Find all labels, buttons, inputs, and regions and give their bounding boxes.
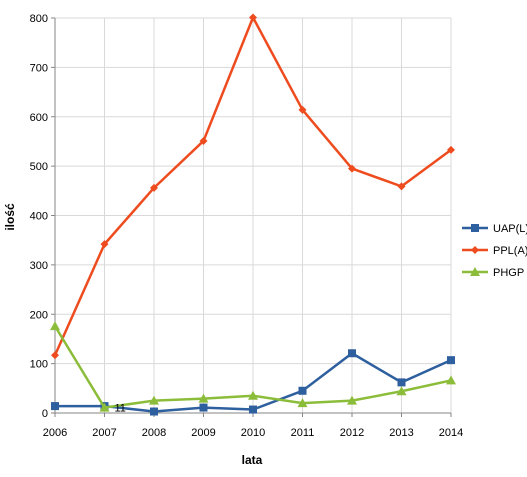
y-tick-label: 400	[30, 211, 48, 223]
data-point-phgp	[446, 375, 456, 385]
legend-swatch-marker	[471, 224, 479, 232]
y-tick-label: 600	[30, 112, 48, 124]
gridlines	[55, 17, 452, 413]
data-point-uap-l	[397, 378, 406, 387]
data-point-uap-l	[150, 407, 158, 416]
data-point-ppl-a	[447, 145, 455, 154]
data-point-uap-l	[348, 349, 356, 358]
x-tick-label: 2011	[291, 427, 315, 439]
y-tick-label: 0	[42, 408, 48, 420]
data-point-phgp	[396, 386, 407, 396]
axes: 0 100 200 300 400 500 600 700 800 2006 2007 2008 200…	[30, 13, 464, 439]
y-tick-label: 100	[30, 359, 48, 371]
legend-label: PHGP	[493, 267, 524, 279]
x-tick-label: 2010	[241, 427, 265, 439]
legend-label: PPL(A)	[493, 245, 527, 257]
data-point-phgp	[50, 321, 60, 331]
x-tick-label: 2009	[191, 427, 215, 439]
x-tick-label: 2012	[340, 427, 364, 439]
x-tick-label: 2006	[43, 427, 67, 439]
data-point-phgp	[149, 395, 159, 405]
data-point-ppl-a	[51, 351, 59, 360]
data-point-phgp	[99, 402, 110, 412]
data-point-uap-l	[447, 356, 455, 365]
x-tick-label: 2008	[142, 427, 166, 439]
y-tick-label: 300	[30, 260, 48, 272]
data-point-uap-l	[249, 405, 257, 414]
data-point-ppl-a	[100, 240, 109, 249]
data-point-uap-l	[199, 403, 208, 412]
legend-item-uap-l: UAP(L)	[462, 223, 527, 235]
annotations: 11	[115, 403, 126, 415]
y-tick-label: 700	[30, 62, 48, 74]
y-tick-label: 800	[30, 13, 48, 25]
data-point-uap-l	[298, 386, 307, 395]
data-series	[50, 13, 456, 416]
y-axis-title: ilość	[3, 203, 17, 231]
y-tick-label: 200	[30, 309, 48, 321]
data-point-ppl-a	[397, 182, 406, 191]
data-point-phgp	[347, 395, 357, 405]
data-point-uap-l	[51, 402, 59, 411]
data-point-phgp	[297, 398, 308, 408]
data-point-ppl-a	[199, 136, 208, 145]
y-tick-label: 500	[30, 161, 48, 173]
x-tick-label: 2013	[389, 427, 413, 439]
data-point-ppl-a	[150, 183, 158, 192]
legend-item-phgp: PHGP	[462, 267, 524, 279]
x-tick-label: 2014	[439, 427, 463, 439]
x-tick-label: 2007	[92, 427, 116, 439]
x-axis-title: lata	[242, 453, 263, 467]
data-point-ppl-a	[249, 13, 257, 22]
series-phgp	[50, 321, 456, 412]
legend-label: UAP(L)	[493, 223, 527, 235]
legend: UAP(L) PPL(A) PHGP	[462, 223, 527, 279]
data-point-phgp	[198, 393, 209, 403]
data-point-phgp	[248, 390, 258, 400]
series-ppl-a	[51, 13, 455, 360]
legend-item-ppl-a: PPL(A)	[462, 245, 527, 257]
data-point-ppl-a	[348, 164, 356, 173]
data-label: 11	[115, 403, 126, 415]
data-point-ppl-a	[298, 105, 307, 114]
legend-swatch-marker	[471, 246, 479, 254]
legend-swatch-marker	[470, 267, 480, 276]
